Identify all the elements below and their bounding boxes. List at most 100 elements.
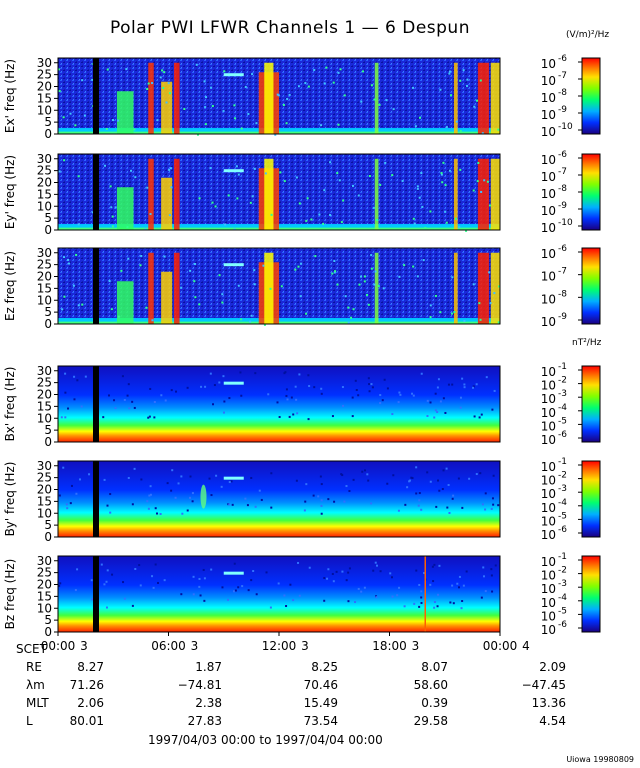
noise-speck (371, 386, 374, 389)
noise-speck (295, 176, 298, 179)
noise-speck (204, 106, 207, 109)
y-tick-label: 20 (37, 270, 52, 284)
noise-speck (434, 294, 437, 297)
noise-speck (412, 265, 415, 268)
noise-speck (189, 496, 192, 499)
noise-speck (433, 600, 436, 603)
noise-speck (363, 586, 366, 589)
noise-speck (327, 568, 330, 571)
noise-speck (258, 489, 261, 492)
noise-speck (198, 197, 201, 200)
x-tick-label: 06:00 (151, 639, 186, 653)
noise-speck (231, 503, 234, 506)
noise-speck (305, 312, 308, 315)
noise-speck (269, 287, 272, 290)
noise-speck (472, 385, 475, 388)
noise-speck (412, 394, 415, 397)
noise-speck (192, 575, 195, 578)
noise-speck (102, 416, 105, 419)
noise-speck (372, 569, 375, 572)
noise-speck (498, 285, 501, 288)
noise-speck (277, 94, 280, 97)
noise-speck (108, 280, 111, 283)
noise-speck (378, 103, 381, 106)
noise-speck (168, 168, 171, 171)
noise-speck (159, 76, 162, 79)
noise-speck (66, 507, 69, 510)
noise-speck (477, 161, 480, 164)
noise-speck (329, 161, 332, 164)
colorbar (581, 555, 601, 633)
burst-4 (174, 158, 180, 230)
noise-speck (125, 68, 128, 71)
noise-speck (75, 253, 78, 256)
noise-speck (370, 383, 373, 386)
colorbar-tick-exponent: -3 (558, 579, 567, 589)
noise-speck (439, 311, 442, 314)
colorbar-tick-exponent: -7 (558, 167, 567, 177)
ephemeris-value: 73.54 (303, 714, 338, 728)
noise-speck (491, 497, 494, 500)
noise-speck (285, 394, 288, 397)
tone-marker (223, 476, 244, 480)
noise-speck (247, 112, 250, 115)
noise-speck (148, 415, 151, 418)
noise-speck (475, 473, 478, 476)
noise-speck (358, 283, 361, 286)
x-tick-label: 18:00 (372, 639, 407, 653)
noise-speck (416, 275, 419, 278)
noise-speck (224, 223, 227, 226)
noise-speck (111, 573, 114, 576)
ephemeris-value: 8.07 (421, 660, 448, 674)
noise-speck (138, 564, 141, 567)
noise-speck (260, 498, 263, 501)
noise-speck (444, 210, 447, 213)
burst-3 (161, 271, 173, 324)
noise-speck (283, 594, 286, 597)
noise-speck (429, 401, 432, 404)
noise-speck (454, 217, 457, 220)
noise-speck (209, 372, 212, 375)
noise-speck (222, 411, 225, 414)
noise-speck (145, 227, 148, 230)
panel-frame (57, 460, 501, 538)
noise-speck (199, 594, 202, 597)
noise-speck (283, 180, 286, 183)
noise-speck (482, 566, 485, 569)
noise-speck (341, 386, 344, 389)
noise-speck (74, 124, 77, 127)
x-day-label: 3 (80, 639, 88, 653)
noise-speck (414, 125, 417, 128)
noise-speck (463, 383, 466, 386)
noise-speck (186, 386, 189, 389)
noise-speck (213, 384, 216, 387)
y-tick-label: 25 (37, 566, 52, 580)
y-tick-label: 15 (37, 281, 52, 295)
noise-speck (462, 69, 465, 72)
colorbar-tick-label: 10 (541, 221, 556, 235)
burst-3 (161, 81, 173, 134)
noise-speck (373, 283, 376, 286)
noise-speck (372, 206, 375, 209)
noise-speck (391, 413, 394, 416)
noise-speck (354, 601, 357, 604)
noise-speck (398, 275, 401, 278)
noise-speck (77, 304, 80, 307)
noise-speck (317, 495, 320, 498)
burst-3 (161, 177, 173, 230)
noise-speck (83, 114, 86, 117)
noise-speck (438, 489, 441, 492)
noise-speck (58, 584, 61, 587)
noise-speck (462, 584, 465, 587)
y-axis-label: Ez freq (Hz) (3, 251, 17, 321)
burst-8 (453, 62, 458, 134)
noise-speck (457, 477, 460, 480)
noise-speck (312, 494, 315, 497)
burst-7 (374, 158, 379, 230)
noise-speck (297, 265, 300, 268)
noise-speck (203, 577, 206, 580)
noise-speck (203, 80, 206, 83)
noise-speck (374, 270, 377, 273)
colorbar-tick-exponent: -5 (558, 606, 567, 616)
